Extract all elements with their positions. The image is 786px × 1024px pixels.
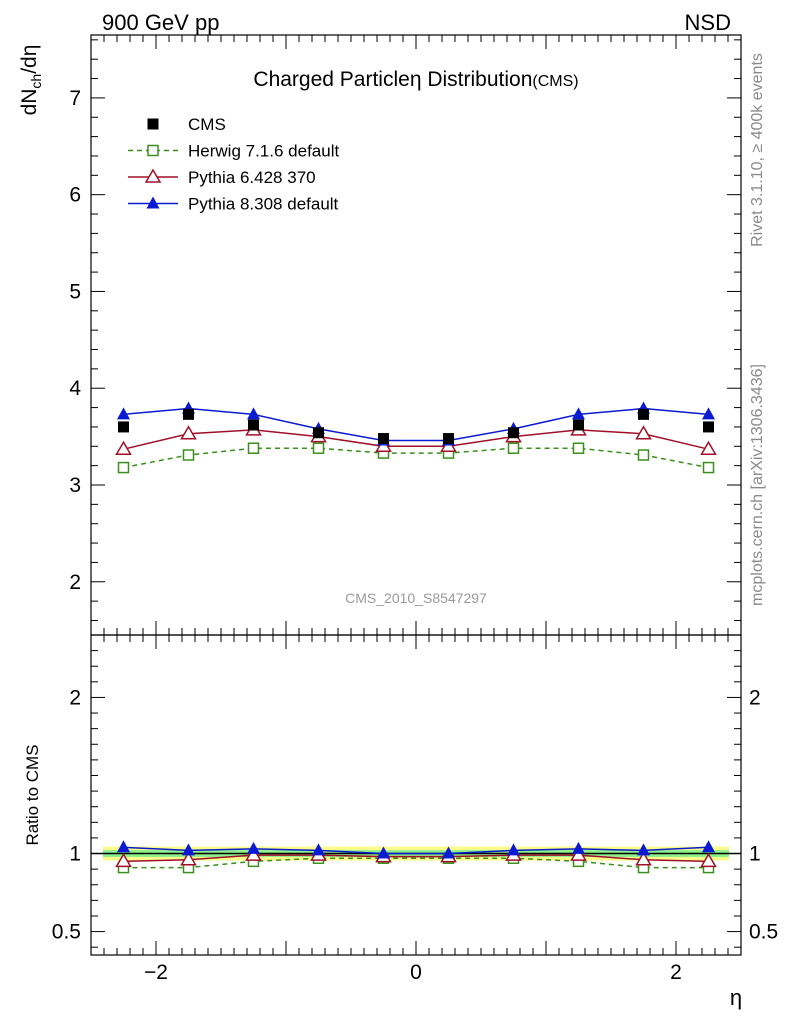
data-point	[183, 408, 194, 420]
ratio-point-2	[442, 846, 455, 859]
ratio-point-2	[702, 840, 715, 853]
y-tick-label: 5	[69, 280, 81, 303]
y-tick-label: 3	[69, 474, 81, 497]
y-tick-label: 4	[69, 377, 81, 400]
series-point-0	[637, 449, 650, 461]
ratio-tick-label: 0.5	[52, 921, 81, 944]
series-line-2	[123, 407, 709, 442]
ratio-tick-label-right: 0.5	[749, 921, 778, 944]
ratio-point-2	[117, 840, 130, 853]
ratio-point-2	[377, 846, 390, 859]
data-point	[443, 433, 454, 445]
y-axis-label-tail: /dη	[18, 45, 41, 74]
series-point-1	[700, 440, 717, 455]
series-point-1	[115, 440, 132, 455]
x-tick-label: 2	[670, 961, 682, 984]
series-point-1	[180, 425, 197, 440]
y-tick-label: 6	[69, 184, 81, 207]
ratio-point-1	[635, 851, 652, 866]
title-sub: (CMS)	[532, 73, 578, 90]
ratio-tick-label-right: 1	[749, 843, 761, 866]
series-point-0	[182, 449, 195, 461]
header-left: 900 GeV pp	[102, 10, 219, 35]
series-point-2	[572, 407, 585, 420]
x-tick-label: −2	[144, 961, 168, 984]
legend-label-0: CMS	[188, 115, 226, 134]
legend-label-2: Pythia 6.428 370	[188, 168, 316, 187]
ratio-line-0	[123, 857, 709, 869]
y-axis-label: dNch/dη	[18, 45, 44, 116]
series-point-0	[507, 442, 520, 454]
data-point	[638, 408, 649, 420]
ratio-point-1	[115, 852, 132, 868]
title-main: Charged Particleη Distribution	[253, 68, 532, 91]
header-right: NSD	[685, 10, 731, 35]
ratio-line-2	[123, 846, 709, 855]
data-point	[248, 419, 259, 431]
ratio-point-2	[312, 843, 325, 856]
series-point-0	[247, 442, 260, 454]
ratio-line-1	[123, 854, 709, 863]
data-point	[118, 421, 129, 433]
watermark: CMS_2010_S8547297	[345, 590, 487, 606]
ratio-point-1	[245, 846, 262, 861]
y-tick-label: 7	[69, 87, 81, 110]
ratio-axis-label: Ratio to CMS	[23, 744, 42, 845]
series-point-0	[312, 442, 325, 454]
series-point-2	[247, 407, 260, 420]
axes: 2 3 4 5 6 7 0.5 0.5 1 1 2 2 −2 0 2	[52, 34, 778, 984]
ratio-point-2	[507, 843, 520, 856]
svg-text:Charged Particleη Distribution: Charged Particleη Distribution(CMS)	[253, 68, 578, 91]
data-point	[313, 427, 324, 439]
series-line-1	[123, 429, 709, 450]
y-tick-label: 2	[69, 571, 81, 594]
data-point	[573, 419, 584, 431]
main-plot-title: Charged Particleη Distribution(CMS)	[253, 68, 578, 91]
ratio-point-2	[182, 843, 195, 856]
ratio-frame	[90, 634, 742, 956]
ratio-point-2	[247, 841, 260, 854]
y-axis-label-main: dN	[18, 89, 41, 116]
series-point-1	[635, 425, 652, 440]
x-axis-label: η	[730, 985, 742, 1010]
y-axis-label-sub: ch	[28, 74, 44, 89]
ratio-point-1	[570, 846, 587, 861]
data-point	[703, 421, 714, 433]
legend-marker-0	[147, 118, 159, 130]
legend: CMS Herwig 7.1.6 default Pythia 6.428 370 P…	[128, 115, 339, 214]
series-point-0	[702, 461, 715, 474]
ratio-point-1	[700, 852, 717, 868]
series-point-2	[117, 407, 130, 420]
legend-marker-3	[146, 196, 160, 209]
legend-label-3: Pythia 8.308 default	[188, 195, 339, 214]
ratio-point-1	[180, 851, 197, 866]
rivet-label: Rivet 3.1.10, ≥ 400k events	[749, 53, 766, 247]
series-line-0	[123, 447, 709, 469]
ratio-point-2	[637, 843, 650, 856]
main-series	[115, 401, 717, 474]
legend-label-1: Herwig 7.1.6 default	[188, 142, 339, 161]
series-point-2	[702, 407, 715, 420]
ratio-series	[115, 840, 717, 874]
legend-marker-1	[147, 144, 159, 157]
ratio-point-2	[572, 841, 585, 854]
ratio-tick-label: 2	[69, 686, 81, 709]
mcplots-label: mcplots.cern.ch [arXiv:1306.3436]	[749, 364, 766, 606]
data-point	[378, 433, 389, 445]
ratio-tick-label: 1	[69, 843, 81, 866]
legend-marker-2	[144, 168, 162, 183]
data-point	[508, 427, 519, 439]
series-point-0	[117, 461, 130, 474]
x-tick-label: 0	[410, 961, 422, 984]
ratio-tick-label-right: 2	[749, 686, 761, 709]
series-point-0	[572, 442, 585, 454]
